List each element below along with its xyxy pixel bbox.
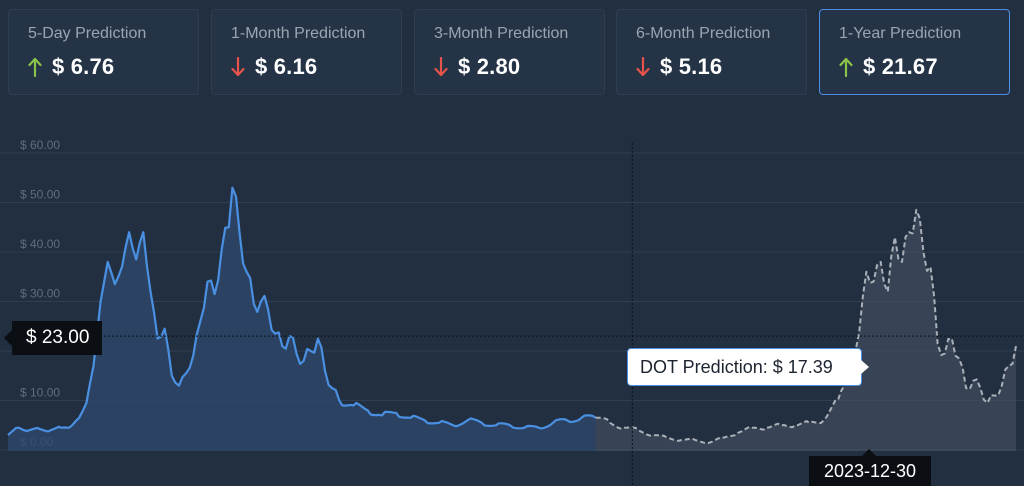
card-label: 1-Year Prediction — [839, 25, 962, 42]
arrow-down-icon — [231, 57, 245, 77]
prediction-tooltip: DOT Prediction: $ 17.39 — [627, 348, 869, 386]
price-chart[interactable]: $ 0.00$ 10.00$ 20.00$ 30.00$ 40.00$ 50.0… — [0, 120, 1024, 486]
prediction-price-line — [595, 208, 1017, 445]
arrow-up-icon — [839, 57, 853, 77]
crosshair-date-flag: 2023-12-30 — [809, 449, 931, 486]
current-price-flag: $ 23.00 — [4, 321, 102, 355]
historical-price-line — [7, 186, 597, 436]
card-label: 6-Month Prediction — [636, 25, 771, 42]
card-label: 5-Day Prediction — [28, 25, 147, 42]
card-label: 1-Month Prediction — [231, 25, 366, 42]
historical-area — [8, 187, 596, 451]
card-value: $ 21.67 — [863, 54, 938, 79]
y-tick-label: $ 60.00 — [20, 138, 60, 152]
prediction-cards: 5-Day Prediction $ 6.76 1-Month Predicti… — [8, 9, 1010, 95]
card-value: $ 6.16 — [255, 54, 318, 79]
y-tick-label: $ 10.00 — [20, 386, 60, 400]
card-6-month-prediction[interactable]: 6-Month Prediction $ 5.16 — [616, 9, 807, 95]
card-1-year-prediction[interactable]: 1-Year Prediction $ 21.67 — [819, 9, 1010, 95]
card-value: $ 6.76 — [52, 54, 115, 79]
price-chart-svg: $ 0.00$ 10.00$ 20.00$ 30.00$ 40.00$ 50.0… — [0, 138, 1024, 486]
y-tick-label: $ 30.00 — [20, 287, 60, 301]
card-1-month-prediction[interactable]: 1-Month Prediction $ 6.16 — [211, 9, 402, 95]
arrow-down-icon — [636, 57, 650, 77]
prediction-area — [595, 209, 1016, 451]
arrow-up-icon — [28, 57, 42, 77]
card-value: $ 2.80 — [458, 54, 521, 79]
arrow-down-icon — [434, 57, 448, 77]
card-5-day-prediction[interactable]: 5-Day Prediction $ 6.76 — [8, 9, 199, 95]
card-3-month-prediction[interactable]: 3-Month Prediction $ 2.80 — [414, 9, 605, 95]
y-tick-label: $ 50.00 — [20, 188, 60, 202]
card-label: 3-Month Prediction — [434, 25, 569, 42]
y-tick-label: $ 40.00 — [20, 237, 60, 251]
card-value: $ 5.16 — [660, 54, 723, 79]
